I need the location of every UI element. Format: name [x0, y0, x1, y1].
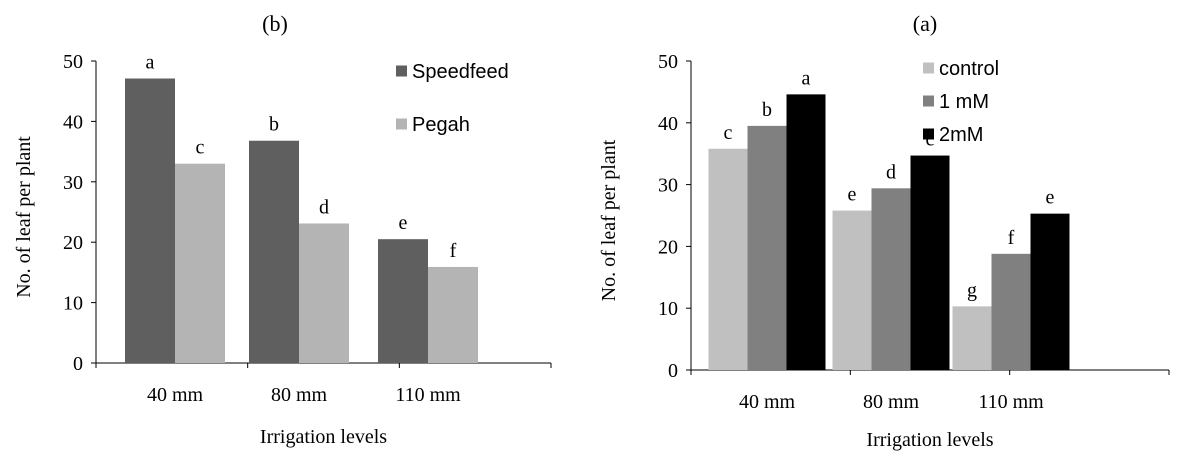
bar-pegah: [175, 163, 225, 363]
significance-label: e: [848, 184, 857, 206]
significance-label: e: [1046, 187, 1055, 209]
x-category-label: 40 mm: [147, 384, 204, 406]
bar-2mm: [786, 94, 826, 370]
significance-label: d: [319, 196, 329, 218]
y-tick-label: 10: [63, 293, 83, 315]
x-category-label: 80 mm: [271, 384, 328, 406]
y-tick-label: 50: [63, 51, 83, 73]
bar-control: [708, 148, 748, 370]
bar-speedfeed: [378, 239, 428, 363]
bar-control: [952, 306, 992, 370]
bar-2mm: [1030, 213, 1070, 370]
significance-label: b: [762, 99, 772, 121]
legend-swatch: [396, 65, 407, 77]
bar-speedfeed: [249, 140, 299, 363]
x-category-label: 80 mm: [863, 391, 920, 413]
y-tick-label: 0: [668, 360, 678, 382]
significance-label: e: [399, 212, 408, 234]
x-category-label: 110 mm: [395, 384, 461, 406]
legend-swatch: [396, 118, 407, 130]
y-axis-label: No. of leaf per plant: [598, 139, 620, 301]
significance-label: f: [450, 240, 457, 262]
y-tick-label: 40: [63, 111, 83, 133]
y-tick-label: 40: [658, 113, 678, 135]
y-axis-label: No. of leaf per plant: [13, 136, 35, 298]
chart-title: (b): [262, 11, 288, 36]
significance-label: b: [269, 114, 279, 136]
y-tick-label: 10: [658, 298, 678, 320]
legend-label: 1 mM: [939, 91, 989, 113]
significance-label: f: [1008, 227, 1015, 249]
y-tick-label: 20: [658, 236, 678, 258]
legend-label: control: [939, 58, 999, 80]
legend-swatch: [923, 128, 934, 140]
significance-label: c: [724, 122, 733, 144]
y-tick-label: 30: [658, 175, 678, 197]
chart-title: (a): [913, 11, 937, 36]
significance-label: a: [146, 52, 155, 74]
y-tick-label: 30: [63, 172, 83, 194]
significance-label: g: [967, 279, 977, 301]
significance-label: d: [886, 161, 896, 183]
legend-swatch: [923, 62, 934, 74]
legend-swatch: [923, 95, 934, 107]
bar-2mm: [910, 155, 950, 370]
y-tick-label: 0: [73, 353, 83, 375]
y-tick-label: 20: [63, 232, 83, 254]
x-category-label: 40 mm: [739, 391, 796, 413]
bar-1-mm: [747, 125, 787, 370]
legend-label: Pegah: [412, 114, 470, 136]
x-axis-label: Irrigation levels: [260, 426, 387, 448]
significance-label: c: [196, 137, 205, 159]
bar-1-mm: [991, 253, 1031, 370]
legend-label: 2mM: [939, 124, 983, 146]
bar-control: [832, 210, 872, 370]
x-category-label: 110 mm: [978, 391, 1044, 413]
bar-pegah: [428, 266, 478, 363]
legend-label: Speedfeed: [412, 61, 509, 83]
bar-1-mm: [871, 188, 911, 370]
significance-label: a: [802, 67, 811, 89]
bar-pegah: [299, 223, 349, 363]
y-tick-label: 50: [658, 51, 678, 73]
significance-label: c: [926, 129, 935, 151]
bar-speedfeed: [125, 78, 175, 364]
x-axis-label: Irrigation levels: [866, 429, 993, 451]
